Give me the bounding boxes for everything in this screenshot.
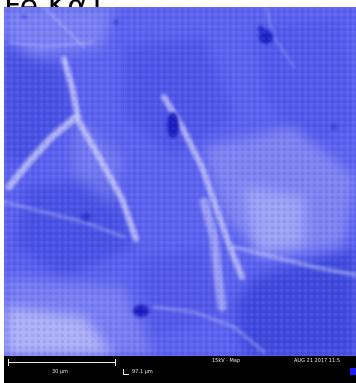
field-width-label: 97.1 µm [132, 369, 153, 375]
field-width-icon [123, 369, 129, 375]
eds-map-svg [4, 7, 356, 356]
color-swatch [350, 368, 356, 375]
voltage-mode-label: 15kV · Map [212, 358, 240, 364]
scale-bar-end-tick [115, 359, 116, 366]
scale-label: 30 µm [52, 369, 69, 375]
sem-databar: 30 µm 97.1 µm 15kV · Map AUG 21 2017 11:… [4, 356, 356, 383]
eds-map-image [4, 7, 356, 356]
timestamp-label: AUG 21 2017 11:5 [294, 358, 341, 364]
speckle-overlay [4, 7, 356, 356]
scale-bar [8, 362, 116, 363]
scale-bar-start-tick [8, 359, 9, 366]
